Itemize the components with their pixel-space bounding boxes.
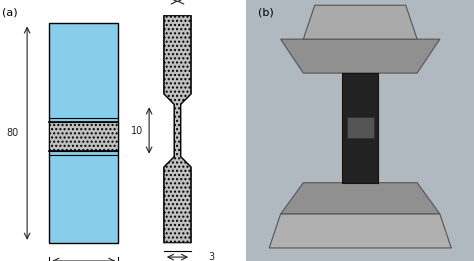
Bar <box>49 23 118 243</box>
Text: (b): (b) <box>258 8 273 18</box>
Text: 10: 10 <box>131 126 143 135</box>
Text: (a): (a) <box>2 8 18 18</box>
Text: 3: 3 <box>208 252 214 261</box>
Bar <box>49 122 118 151</box>
Polygon shape <box>164 16 191 243</box>
Polygon shape <box>303 5 417 39</box>
Bar <box>342 73 378 183</box>
Polygon shape <box>281 39 440 73</box>
Polygon shape <box>269 214 451 248</box>
Bar <box>346 117 374 138</box>
Text: 80: 80 <box>6 128 18 138</box>
Polygon shape <box>281 183 440 214</box>
